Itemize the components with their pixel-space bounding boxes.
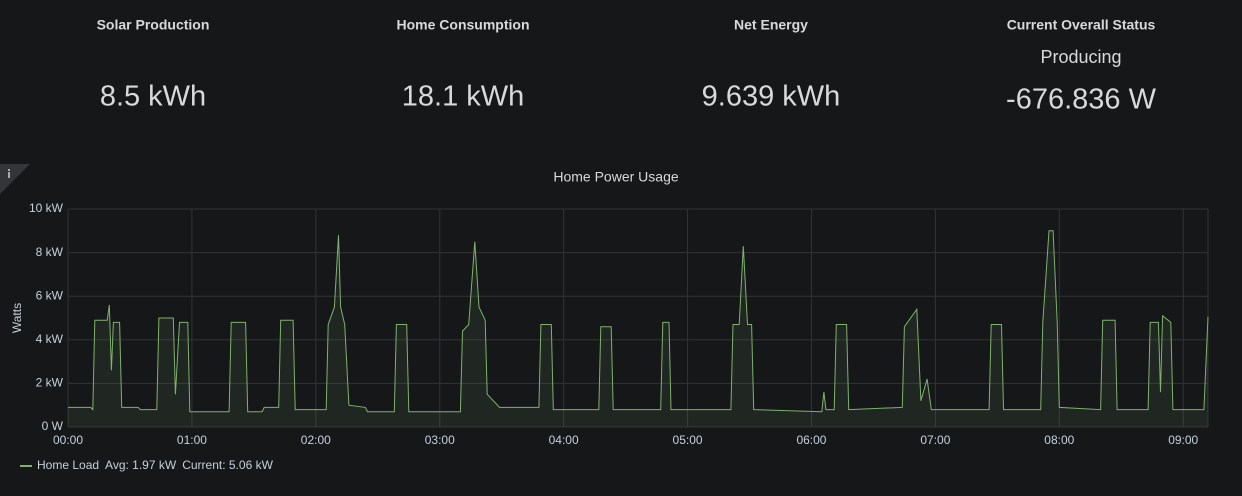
- x-tick-label: 02:00: [301, 433, 331, 447]
- y-tick-label: 4 kW: [36, 332, 64, 346]
- x-tick-label: 05:00: [673, 433, 703, 447]
- x-tick-label: 09:00: [1168, 433, 1198, 447]
- stat-title: Net Energy: [734, 17, 808, 33]
- legend-label: Home Load: [37, 458, 99, 472]
- info-icon: [8, 169, 10, 171]
- stat-value: 8.5 kWh: [100, 81, 206, 113]
- x-tick-label: 08:00: [1044, 433, 1074, 447]
- x-tick-label: 07:00: [920, 433, 950, 447]
- stat-title: Current Overall Status: [1007, 17, 1156, 33]
- x-tick-label: 01:00: [177, 433, 207, 447]
- stat-title: Home Consumption: [397, 17, 530, 33]
- legend-stat: Avg: 1.97 kW: [105, 458, 177, 472]
- x-tick-label: 04:00: [549, 433, 579, 447]
- stat-title: Solar Production: [97, 17, 210, 33]
- chart-title: Home Power Usage: [553, 169, 678, 185]
- stat-value: 9.639 kWh: [702, 81, 841, 113]
- x-tick-label: 00:00: [53, 433, 83, 447]
- info-icon: [8, 172, 10, 178]
- y-axis-label: Watts: [10, 303, 24, 333]
- plot: 0 W 2 kW 4 kW 6 kW 8 kW 10 kW 00:00 01:00 02:00 0…: [20, 201, 1209, 472]
- stat-value: -676.836 W: [1006, 84, 1157, 116]
- info-corner[interactable]: [0, 164, 30, 194]
- y-tick-label: 0 W: [42, 419, 64, 433]
- stat-status: Producing: [1040, 47, 1121, 67]
- y-tick-label: 6 kW: [36, 288, 64, 302]
- x-tick-label: 06:00: [796, 433, 826, 447]
- x-tick-label: 03:00: [425, 433, 455, 447]
- line: [68, 230, 1209, 413]
- y-tick-label: 8 kW: [36, 245, 64, 259]
- y-tick-label: 10 kW: [29, 201, 64, 215]
- area: [68, 230, 1208, 427]
- y-tick-label: 2 kW: [36, 376, 64, 390]
- legend-stat: Current: 5.06 kW: [182, 458, 273, 472]
- stat-value: 18.1 kWh: [402, 81, 525, 113]
